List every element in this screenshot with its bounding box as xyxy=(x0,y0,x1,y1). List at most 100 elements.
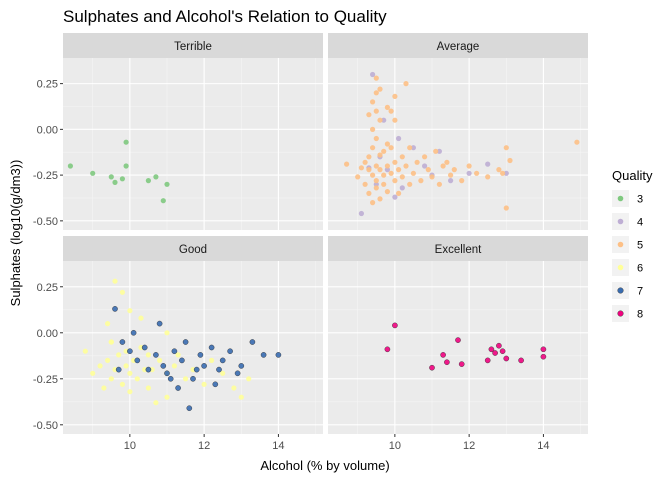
data-point xyxy=(377,117,383,123)
y-tick-label: -0.50 xyxy=(33,216,58,228)
panel-terrible: Terrible xyxy=(63,33,323,230)
panel-label-average: Average xyxy=(437,41,480,53)
panel-good: Good xyxy=(63,236,323,434)
data-point xyxy=(485,174,491,180)
data-point xyxy=(384,104,390,110)
data-point xyxy=(157,357,163,363)
data-point xyxy=(130,329,137,336)
panel-strip-good xyxy=(63,236,323,261)
data-point xyxy=(373,163,379,169)
data-point xyxy=(451,167,457,173)
data-point xyxy=(362,159,368,165)
legend-swatch xyxy=(617,241,624,248)
data-point xyxy=(422,154,428,160)
data-point xyxy=(422,163,428,169)
data-point xyxy=(518,357,524,364)
data-point xyxy=(164,330,170,336)
data-point xyxy=(466,170,472,176)
data-point xyxy=(407,181,413,187)
data-point xyxy=(399,174,405,180)
data-point xyxy=(373,135,379,142)
y-tick-label: 0.00 xyxy=(37,124,58,136)
data-point xyxy=(108,376,114,382)
legend-items: 3 4 5 6 7 8 xyxy=(612,190,643,322)
data-point xyxy=(418,178,424,184)
data-point xyxy=(362,181,368,187)
data-point xyxy=(414,159,420,165)
legend-label: 3 xyxy=(637,194,643,206)
data-point xyxy=(201,381,207,387)
panel-strip-excellent xyxy=(328,236,588,261)
x-axis-ticks: 10 12 14 10 12 14 xyxy=(124,434,550,452)
data-point xyxy=(503,355,510,362)
data-point xyxy=(171,363,177,369)
data-point xyxy=(373,108,379,114)
y-tick-label: 0.25 xyxy=(37,79,58,91)
data-point xyxy=(370,200,376,206)
data-point xyxy=(440,352,446,358)
data-point xyxy=(156,320,163,327)
data-point xyxy=(164,394,170,400)
data-point xyxy=(399,185,405,191)
data-point xyxy=(384,167,390,173)
data-point xyxy=(119,339,126,345)
data-point xyxy=(503,145,509,151)
data-point xyxy=(466,163,472,169)
data-point xyxy=(503,170,509,176)
x-tick-label: 10 xyxy=(389,440,401,452)
data-point xyxy=(366,190,372,196)
data-point xyxy=(344,161,350,167)
data-point xyxy=(384,346,391,353)
data-point xyxy=(134,357,141,364)
data-point xyxy=(488,346,495,353)
data-point xyxy=(388,108,394,114)
data-point xyxy=(429,364,435,371)
data-point xyxy=(448,178,454,184)
x-tick-label: 14 xyxy=(272,440,284,452)
data-point xyxy=(171,348,178,355)
legend-label: 8 xyxy=(637,309,643,321)
data-point xyxy=(381,117,387,123)
data-point xyxy=(403,163,409,169)
points-terrible xyxy=(67,139,170,204)
x-tick-label: 12 xyxy=(463,440,475,452)
data-point xyxy=(90,170,96,176)
legend-swatch xyxy=(617,264,624,271)
data-point xyxy=(496,167,502,173)
legend-title: Quality xyxy=(612,168,653,183)
data-point xyxy=(496,342,502,349)
data-point xyxy=(358,210,364,217)
data-point xyxy=(388,145,394,151)
data-point xyxy=(123,348,129,354)
legend-swatch xyxy=(617,195,624,202)
data-point xyxy=(160,198,166,204)
data-point xyxy=(153,174,159,180)
data-point xyxy=(141,344,148,351)
panel-label-terrible: Terrible xyxy=(174,41,212,53)
data-point xyxy=(231,385,237,391)
data-point xyxy=(410,170,416,176)
data-point xyxy=(384,141,390,147)
data-point xyxy=(119,381,125,387)
data-point xyxy=(186,405,193,412)
data-point xyxy=(384,189,390,195)
data-point xyxy=(444,359,450,366)
data-point xyxy=(108,174,114,180)
legend-swatch xyxy=(617,310,624,317)
data-point xyxy=(119,289,125,295)
data-point xyxy=(115,366,122,373)
panel-excellent: Excellent xyxy=(328,236,588,434)
data-point xyxy=(492,350,498,356)
data-point xyxy=(392,93,398,99)
data-point xyxy=(433,148,439,154)
data-point xyxy=(82,348,88,354)
data-point xyxy=(381,181,387,187)
data-point xyxy=(193,366,200,373)
data-point xyxy=(138,315,144,321)
data-point xyxy=(216,366,222,373)
data-point xyxy=(370,71,376,78)
data-point xyxy=(381,172,387,178)
data-point xyxy=(179,357,185,364)
data-point xyxy=(105,357,111,363)
